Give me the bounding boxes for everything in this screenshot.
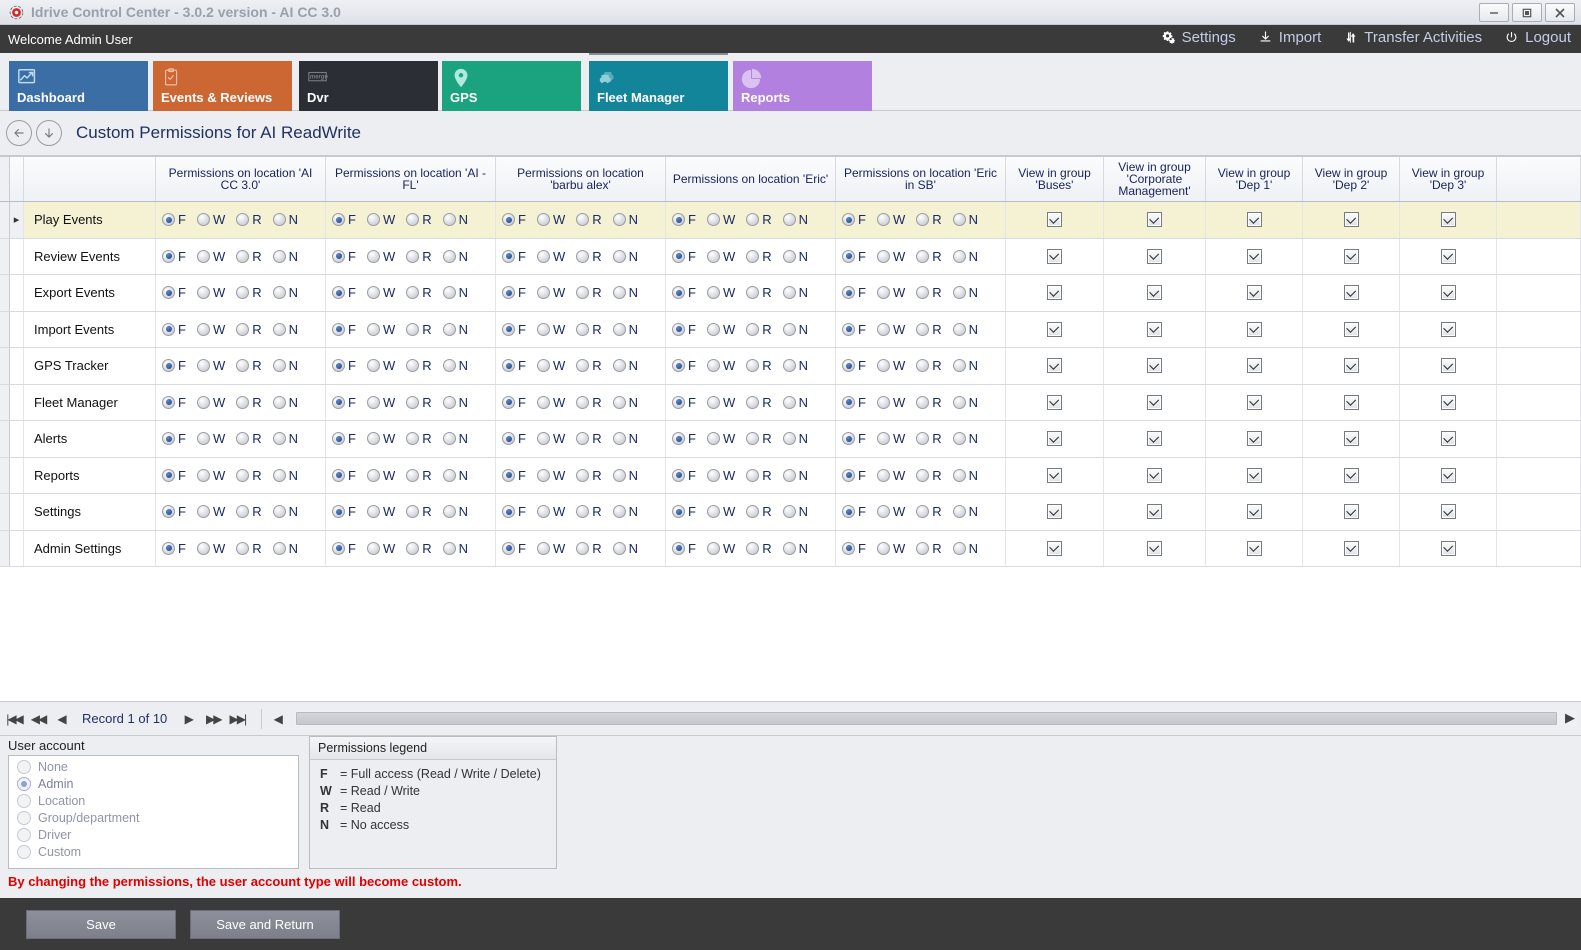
- svg-text:merge: merge: [310, 74, 329, 80]
